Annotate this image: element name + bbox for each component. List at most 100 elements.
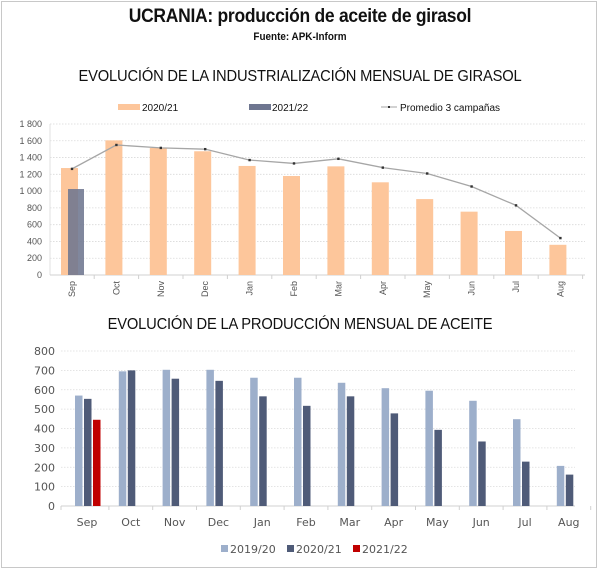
legend-swatch-2019-20 — [221, 545, 228, 552]
bar-2021-22 — [68, 189, 84, 275]
bar-2020-21 — [565, 474, 574, 506]
bar-2019-20 — [469, 400, 477, 506]
y-tick-label: 300 — [34, 442, 55, 455]
chart2-legend: 2019/20 2020/21 2021/22 — [221, 543, 408, 556]
point-promedio — [159, 146, 162, 150]
bar-2020-21 — [371, 182, 389, 275]
x-tick-label: May — [426, 516, 449, 529]
x-tick-label: Nov — [156, 281, 166, 298]
x-tick-label: May — [422, 281, 432, 299]
point-promedio — [204, 147, 207, 151]
x-tick-label: Oct — [111, 281, 121, 296]
x-tick-label: Mar — [339, 516, 360, 529]
y-tick-label: 400 — [34, 423, 55, 436]
bar-2019-20 — [75, 395, 83, 506]
y-tick-label: 1 200 — [19, 169, 42, 179]
y-tick-label: 700 — [34, 364, 55, 377]
legend-marker-promedio — [388, 106, 390, 108]
bar-2020-21 — [434, 429, 442, 506]
point-promedio — [470, 185, 473, 188]
x-tick-label: Dec — [208, 516, 229, 529]
y-tick-label: 1 600 — [19, 136, 42, 146]
chart2-plot: 0 100 200 300 400 500 600 700 800 Sep Oct Nov Dec Jan… — [34, 345, 592, 529]
chart1-title: EVOLUCIÓN DE LA INDUSTRIALIZACIÓN MENSUA… — [78, 68, 522, 85]
legend-swatch-2020-21 — [118, 104, 140, 110]
x-tick-label: Nov — [164, 516, 186, 529]
y-tick-label: 1 000 — [19, 186, 42, 196]
bar-2019-20 — [162, 369, 171, 506]
point-promedio — [426, 172, 429, 175]
x-tick-label: Jun — [472, 516, 490, 529]
bar-2020-21 — [149, 147, 167, 275]
bar-2020-21 — [303, 405, 311, 506]
legend-label-2021-22: 2021/22 — [272, 103, 309, 114]
x-tick-label: Apr — [384, 516, 404, 529]
point-promedio — [559, 236, 562, 240]
y-tick-label: 600 — [34, 384, 55, 397]
chart1-plot: 0 200 400 600 800 1 000 1 200 1 400 1 600 1 800 Se… — [19, 119, 585, 298]
bar-2020-21 — [171, 378, 180, 506]
bar-2020-21 — [416, 199, 434, 275]
bar-2019-20 — [513, 419, 521, 506]
line-promedio — [71, 144, 561, 239]
bar-2020-21 — [105, 140, 123, 275]
y-tick-label: 800 — [27, 203, 42, 213]
bar-2020-21 — [127, 370, 136, 506]
bar-2020-21 — [346, 396, 355, 506]
y-tick-label: 600 — [27, 220, 42, 230]
y-tick-label: 100 — [34, 481, 55, 494]
source-subtitle: Fuente: APK-Inform — [253, 31, 347, 43]
y-tick-label: 0 — [48, 500, 55, 513]
legend-label-2021-22b: 2021/22 — [362, 543, 408, 556]
legend-label-promedio: Promedio 3 campañas — [400, 103, 500, 114]
point-promedio — [70, 167, 74, 171]
x-tick-label: Apr — [378, 281, 388, 295]
chart2-title: EVOLUCIÓN DE LA PRODUCCIÓN MENSUAL DE AC… — [107, 316, 493, 333]
legend-label-2019-20: 2019/20 — [230, 543, 276, 556]
bar-2020-21 — [522, 461, 530, 506]
point-promedio — [514, 204, 518, 207]
bar-2019-20 — [337, 382, 346, 506]
y-tick-label: 200 — [27, 253, 42, 263]
y-tick-label: 800 — [34, 345, 55, 358]
bar-2019-20 — [118, 371, 127, 506]
x-tick-label: Jan — [253, 516, 271, 529]
bar-2020-21 — [238, 165, 256, 275]
x-tick-label: Jul — [511, 281, 521, 293]
bar-2019-20 — [556, 465, 565, 506]
bar-2020-21 — [194, 151, 212, 275]
point-promedio — [292, 162, 296, 165]
bar-2020-21 — [215, 380, 223, 506]
x-tick-label: Feb — [296, 516, 315, 529]
bar-2019-20 — [294, 377, 302, 506]
y-tick-label: 500 — [34, 403, 55, 416]
x-tick-label: Feb — [289, 281, 299, 297]
point-promedio — [337, 157, 340, 161]
legend-label-2020-21b: 2020/21 — [296, 543, 342, 556]
x-tick-label: Jul — [517, 516, 531, 529]
y-tick-label: 0 — [37, 270, 42, 280]
x-tick-label: Oct — [121, 516, 141, 529]
bar-2020-21 — [478, 441, 486, 506]
bar-2020-21 — [327, 166, 345, 275]
x-tick-label: Dec — [200, 281, 210, 298]
point-promedio — [115, 143, 118, 147]
legend-label-2020-21: 2020/21 — [142, 103, 179, 114]
bar-2019-20 — [206, 369, 214, 506]
chart1-legend: 2020/21 2021/22 Promedio 3 campañas — [118, 103, 500, 114]
bar-2020-21 — [84, 398, 92, 506]
x-tick-label: Mar — [333, 281, 343, 297]
y-tick-label: 200 — [34, 461, 55, 474]
x-tick-label: Aug — [555, 281, 565, 297]
bar-2020-21 — [283, 176, 300, 275]
x-tick-label: Jan — [245, 281, 255, 296]
bar-2019-20 — [381, 388, 390, 506]
bar-2020-21 — [549, 244, 567, 275]
bar-2020-21 — [460, 211, 478, 275]
bar-2019-20 — [425, 390, 433, 506]
bar-2020-21 — [259, 396, 267, 506]
point-promedio — [381, 166, 384, 169]
y-tick-label: 400 — [27, 236, 42, 246]
